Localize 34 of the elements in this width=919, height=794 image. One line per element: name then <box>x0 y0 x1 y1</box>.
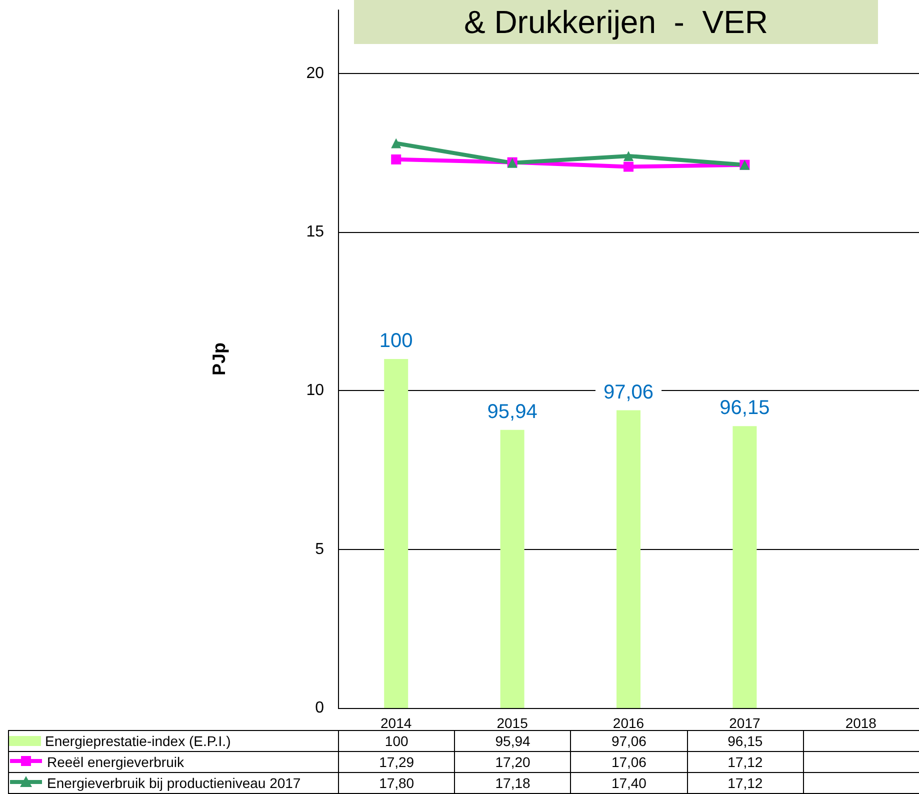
text: 96,15 <box>720 397 770 420</box>
x-tick-label: 2015 <box>496 715 528 731</box>
y-tick-label: 20 <box>306 64 324 82</box>
point <box>624 162 634 172</box>
point <box>391 138 402 148</box>
y-tick-label: 0 <box>315 700 324 716</box>
text: 95,94 <box>487 400 538 423</box>
data-label: 100 <box>338 730 455 752</box>
y-tick-label: 5 <box>315 540 324 558</box>
data-label: 17,18 <box>454 772 571 794</box>
point <box>391 154 402 164</box>
legend-label: Energieprestatie-index (E.P.I.) <box>8 730 338 752</box>
y-tick-label: 15 <box>306 224 324 241</box>
x-tick-label: 2018 <box>845 715 877 731</box>
data-label: 17,12 <box>687 772 804 794</box>
data-label: 17,20 <box>454 752 571 772</box>
data-label: 96,15 <box>687 730 804 752</box>
point <box>624 150 634 161</box>
data-label: 17,12 <box>687 752 804 772</box>
data-label: 97,06 <box>570 730 688 752</box>
data-label: 17,80 <box>338 772 455 794</box>
y-tick-label: 10 <box>306 382 324 400</box>
y-axis-title: PJp <box>209 342 229 376</box>
text: 100 <box>379 330 413 352</box>
x-tick-label: 2016 <box>612 715 644 731</box>
legend-label: Energieverbruik bij productieniveau 2017 <box>8 772 338 794</box>
legend-label: Reeël energieverbruik <box>8 752 338 772</box>
text: 97,06 <box>603 381 654 404</box>
data-label: 17,06 <box>570 752 688 772</box>
x-tick-label: 2014 <box>380 715 412 731</box>
data-label: 95,94 <box>454 730 571 752</box>
data-label: 17,29 <box>338 752 455 772</box>
data-label: 17,40 <box>570 772 688 794</box>
x-tick-label: 2017 <box>729 715 760 731</box>
